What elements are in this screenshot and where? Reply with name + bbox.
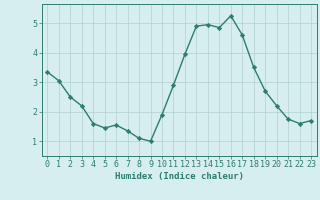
- X-axis label: Humidex (Indice chaleur): Humidex (Indice chaleur): [115, 172, 244, 181]
